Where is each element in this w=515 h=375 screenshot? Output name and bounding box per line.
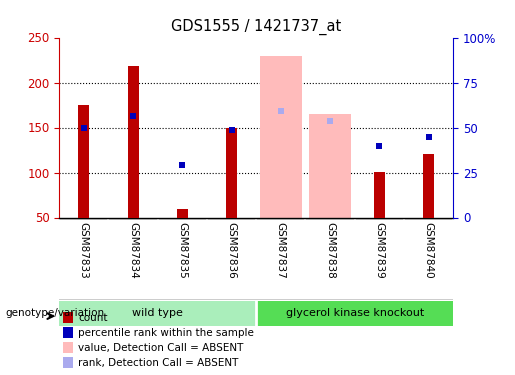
Bar — [177, 209, 188, 218]
Bar — [309, 114, 351, 218]
Bar — [63, 357, 73, 368]
Text: GSM87836: GSM87836 — [227, 222, 236, 278]
Bar — [128, 66, 139, 218]
Text: GSM87834: GSM87834 — [128, 222, 138, 278]
Bar — [226, 128, 237, 217]
Text: genotype/variation: genotype/variation — [5, 308, 104, 318]
Bar — [374, 172, 385, 217]
Text: value, Detection Call = ABSENT: value, Detection Call = ABSENT — [78, 343, 244, 353]
Text: GSM87839: GSM87839 — [374, 222, 384, 278]
Bar — [63, 312, 73, 323]
Text: GSM87840: GSM87840 — [423, 222, 434, 278]
Text: GSM87835: GSM87835 — [177, 222, 187, 278]
Bar — [423, 154, 434, 218]
Bar — [260, 56, 302, 217]
Text: rank, Detection Call = ABSENT: rank, Detection Call = ABSENT — [78, 358, 238, 368]
Text: GSM87833: GSM87833 — [79, 222, 89, 278]
Bar — [59, 300, 256, 326]
Bar — [63, 327, 73, 338]
Text: GSM87838: GSM87838 — [325, 222, 335, 278]
Text: wild type: wild type — [132, 308, 183, 318]
Bar — [256, 300, 453, 326]
Text: count: count — [78, 313, 108, 323]
Text: percentile rank within the sample: percentile rank within the sample — [78, 328, 254, 338]
Bar — [78, 105, 89, 218]
Title: GDS1555 / 1421737_at: GDS1555 / 1421737_at — [171, 18, 341, 35]
Text: glycerol kinase knockout: glycerol kinase knockout — [286, 308, 424, 318]
Text: GSM87837: GSM87837 — [276, 222, 286, 278]
Bar — [63, 342, 73, 353]
